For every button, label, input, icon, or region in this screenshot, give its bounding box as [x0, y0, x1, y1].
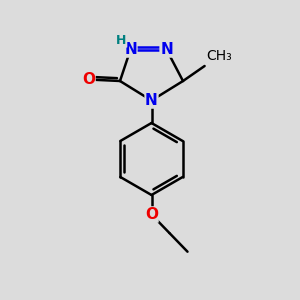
- Text: N: N: [160, 42, 173, 57]
- Text: O: O: [145, 207, 158, 222]
- Text: N: N: [124, 42, 137, 57]
- Text: H: H: [116, 34, 127, 47]
- Text: O: O: [82, 72, 95, 87]
- Text: N: N: [145, 93, 158, 108]
- Text: CH₃: CH₃: [206, 49, 232, 63]
